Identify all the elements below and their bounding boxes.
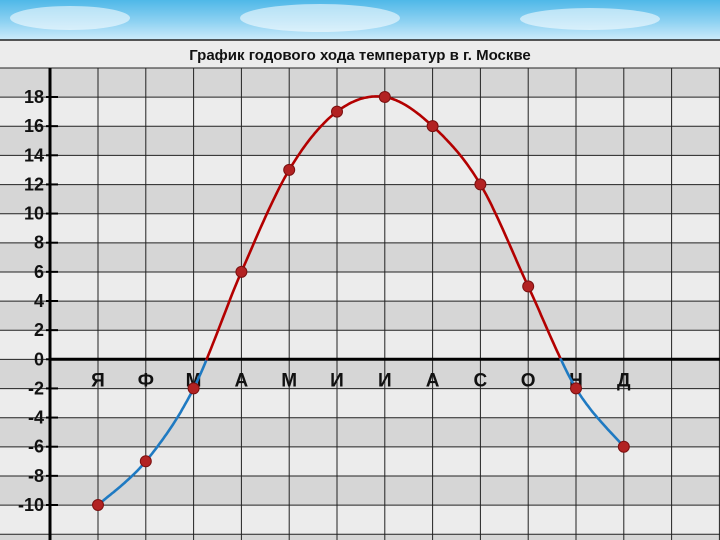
data-point (331, 105, 343, 118)
band-row (0, 330, 720, 360)
band-row (0, 388, 720, 418)
band-row (0, 213, 720, 243)
data-point (378, 91, 391, 103)
curve-segment-below-zero (96, 357, 208, 507)
data-point (522, 280, 535, 293)
x-tick-label: С (474, 370, 488, 391)
band-row (0, 359, 720, 389)
y-tick-label: -10 (18, 495, 44, 515)
chart-title: График годового хода температур в г. Мос… (189, 47, 531, 64)
band-row (0, 242, 720, 272)
x-tick-label: И (378, 370, 392, 391)
band-row (0, 446, 720, 476)
y-tick-labels: 18 16 14 12 10 8 6 4 2 0 -2 -4 -6 -8 -10 (18, 87, 58, 515)
x-tick-label: Ф (138, 370, 154, 391)
data-point (139, 455, 152, 468)
axes (48, 68, 720, 540)
y-tick-label: 10 (24, 204, 44, 224)
x-tick-label: А (426, 370, 440, 391)
y-tick-label: 2 (34, 320, 44, 340)
y-tick-label: 6 (34, 262, 44, 282)
band-row (0, 534, 720, 540)
band-row (0, 184, 720, 214)
data-points (92, 91, 630, 511)
y-tick-label: -8 (28, 466, 44, 486)
data-point (474, 178, 487, 191)
y-tick-label: -6 (28, 437, 44, 457)
band-row (0, 126, 720, 156)
x-tick-label: А (235, 370, 249, 391)
curve-segment-below-zero (559, 357, 626, 449)
y-tick-label: -2 (28, 378, 44, 398)
y-tick-label: 12 (24, 174, 44, 194)
band-row (0, 476, 720, 506)
y-tick-label: 4 (34, 291, 44, 311)
y-tick-label: 0 (34, 349, 44, 369)
x-tick-label: Д (617, 370, 631, 391)
x-tick-label: М (281, 370, 297, 391)
y-tick-label: -4 (28, 408, 44, 428)
band-row (0, 155, 720, 185)
band-row (0, 68, 720, 98)
y-tick-label: 14 (24, 145, 44, 165)
band-row (0, 301, 720, 331)
data-point (187, 382, 200, 395)
y-tick-label: 8 (34, 233, 44, 253)
title-band (0, 40, 720, 68)
x-tick-label: Я (91, 370, 105, 391)
x-tick-label: О (521, 370, 536, 391)
band-row (0, 97, 720, 127)
background-bands (0, 40, 720, 540)
y-tick-label: 18 (24, 87, 44, 107)
y-tick-label: 16 (24, 116, 44, 136)
data-point (92, 499, 104, 511)
data-point (235, 265, 248, 278)
data-point (570, 382, 582, 395)
x-tick-label: И (330, 370, 344, 391)
band-row (0, 272, 720, 302)
sky-banner (0, 0, 720, 40)
data-point (283, 163, 296, 176)
data-point (617, 440, 630, 453)
band-row (0, 505, 720, 535)
data-point (426, 120, 439, 133)
